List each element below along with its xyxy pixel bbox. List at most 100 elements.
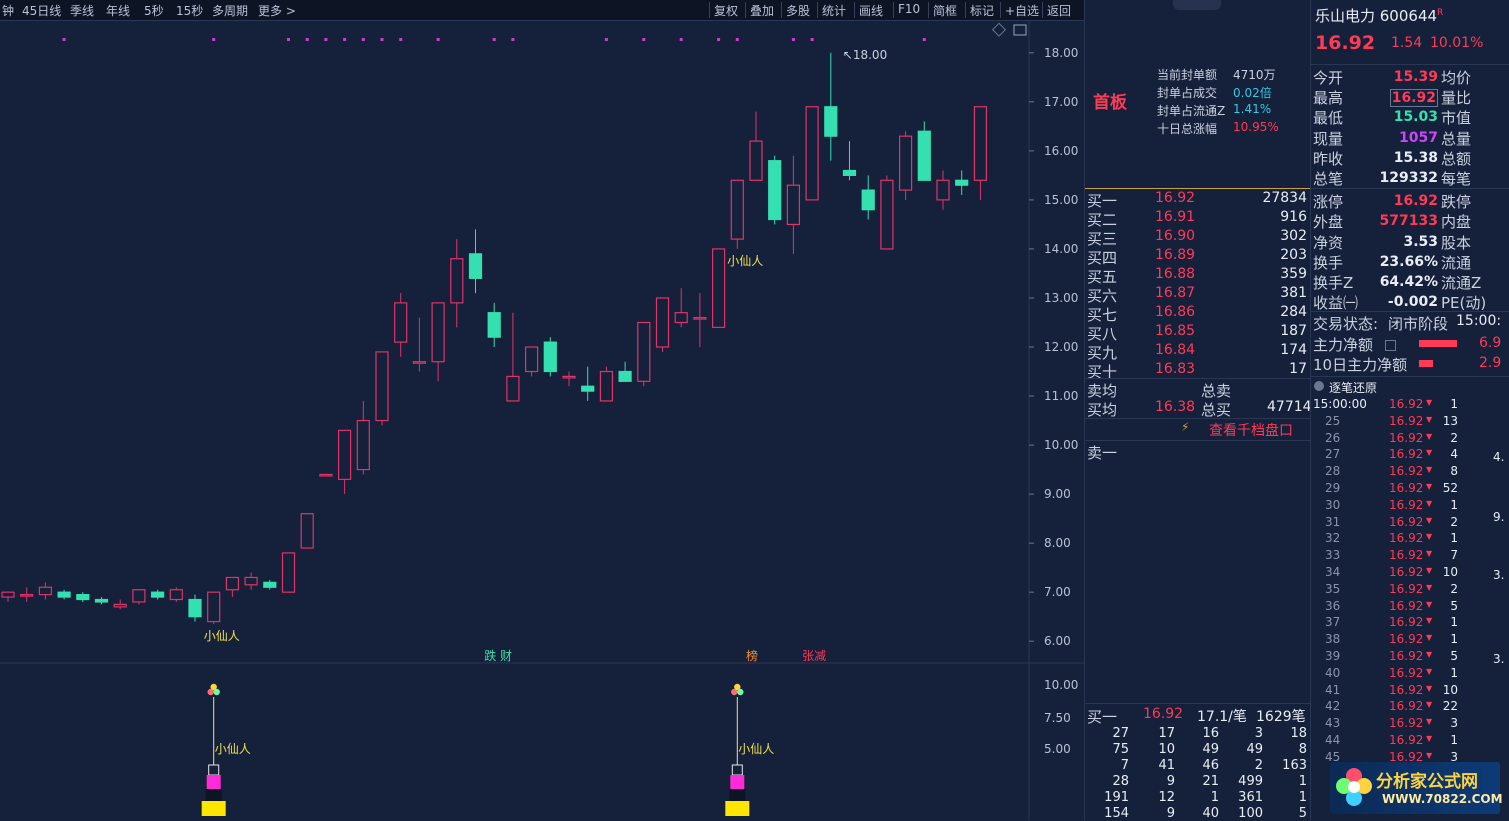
- candle-body[interactable]: [917, 130, 931, 181]
- collapse-tab[interactable]: ⌃: [1173, 0, 1221, 10]
- candle-body[interactable]: [936, 179, 950, 201]
- candle-body[interactable]: [263, 581, 277, 588]
- candle-body[interactable]: [94, 598, 109, 603]
- candle-body[interactable]: [880, 179, 894, 250]
- candle-body[interactable]: [57, 591, 71, 598]
- tick-volume: 2: [1450, 514, 1458, 529]
- queue-cell: 3: [1254, 726, 1263, 741]
- toolbar-button[interactable]: 返回: [1047, 4, 1072, 18]
- candle-body[interactable]: [768, 160, 782, 221]
- candle-body[interactable]: [468, 253, 483, 279]
- candle-body[interactable]: [300, 513, 314, 549]
- seal-info-label: 十日总涨幅: [1157, 122, 1218, 136]
- candle-body[interactable]: [207, 591, 221, 623]
- bid-price[interactable]: 16.86: [1155, 304, 1196, 320]
- candle-body[interactable]: [338, 429, 352, 480]
- window-icon[interactable]: [1013, 24, 1027, 36]
- candle-body[interactable]: [786, 184, 801, 226]
- candle-body[interactable]: [581, 385, 595, 392]
- tick-volume: 5: [1450, 649, 1458, 663]
- event-badge[interactable]: 榜: [746, 648, 758, 663]
- collapse-circle-icon[interactable]: [1314, 381, 1324, 391]
- candle-body[interactable]: [394, 302, 408, 343]
- candle-body[interactable]: [543, 341, 557, 373]
- candle-body[interactable]: [749, 140, 763, 181]
- kline-chart[interactable]: 18.00 17.00 16.00 15.00 14.00 13.00 12.00 11.00…: [0, 21, 1084, 820]
- candle-body[interactable]: [618, 370, 632, 382]
- candle-body[interactable]: [599, 370, 614, 402]
- candle-body[interactable]: [1, 591, 15, 598]
- candle-body[interactable]: [842, 169, 857, 176]
- bid-price[interactable]: 16.89: [1155, 247, 1196, 263]
- toolbar-button[interactable]: +自选: [1005, 4, 1040, 18]
- candle-body[interactable]: [861, 189, 875, 211]
- toolbar-button[interactable]: F10: [898, 2, 921, 16]
- kline-svg[interactable]: 18.00 17.00 16.00 15.00 14.00 13.00 12.00 11.00…: [0, 21, 1084, 820]
- candle-body[interactable]: [898, 135, 913, 191]
- checkbox-icon[interactable]: [1385, 340, 1396, 351]
- toolbar-item[interactable]: 季线: [70, 4, 95, 18]
- toolbar-item[interactable]: 5秒: [144, 4, 164, 18]
- candle-body[interactable]: [356, 419, 370, 471]
- bid-price[interactable]: 16.84: [1155, 342, 1196, 358]
- candle-body[interactable]: [450, 258, 464, 304]
- toolbar-button[interactable]: 标记: [970, 4, 995, 18]
- bid-price[interactable]: 16.83: [1155, 361, 1196, 377]
- bid-price[interactable]: 16.92: [1155, 190, 1196, 206]
- candle-body[interactable]: [973, 106, 988, 181]
- toolbar-button[interactable]: 统计: [822, 4, 847, 18]
- toolbar-item[interactable]: 年线: [106, 4, 131, 18]
- toolbar-button[interactable]: 画线: [859, 4, 884, 18]
- toolbar-item[interactable]: 更多 >: [258, 4, 296, 18]
- candle-body[interactable]: [169, 589, 183, 601]
- candle-body[interactable]: [506, 375, 520, 402]
- candle-body[interactable]: [281, 552, 296, 593]
- candle-body[interactable]: [955, 179, 969, 186]
- candle-body[interactable]: [113, 603, 127, 608]
- candle-body[interactable]: [637, 321, 651, 382]
- event-badge[interactable]: 跌 财: [484, 648, 512, 663]
- candle-body[interactable]: [151, 591, 165, 598]
- toolbar-item[interactable]: 多周期: [212, 4, 249, 18]
- bid-price[interactable]: 16.90: [1155, 228, 1196, 244]
- candle-body[interactable]: [76, 594, 90, 601]
- toolbar-item[interactable]: 15秒: [176, 4, 204, 18]
- candle-body[interactable]: [188, 598, 202, 618]
- candle-body[interactable]: [431, 302, 445, 363]
- tick-price: 16.92: [1389, 565, 1424, 579]
- toolbar-button[interactable]: 复权: [714, 4, 739, 18]
- bid-price[interactable]: 16.91: [1155, 209, 1196, 225]
- candle-body[interactable]: [655, 297, 670, 348]
- toolbar-button[interactable]: 叠加: [750, 4, 775, 18]
- tick-volume: 1: [1450, 497, 1458, 512]
- bid-price[interactable]: 16.88: [1155, 266, 1196, 282]
- toolbar-button[interactable]: 简框: [933, 4, 958, 18]
- candle-body[interactable]: [711, 248, 726, 328]
- toolbar-button[interactable]: 多股: [786, 4, 811, 18]
- candle-body[interactable]: [319, 473, 333, 477]
- candle-body[interactable]: [730, 179, 744, 240]
- candle-body[interactable]: [375, 351, 389, 422]
- tick-header[interactable]: 逐笔还原: [1329, 381, 1378, 395]
- candle-body[interactable]: [824, 106, 838, 137]
- toolbar-item[interactable]: 45日线: [22, 4, 62, 18]
- bid-price[interactable]: 16.85: [1155, 323, 1196, 339]
- depth-link[interactable]: 查看千档盘口: [1209, 423, 1293, 439]
- candle-body[interactable]: [38, 586, 53, 596]
- candle-body[interactable]: [132, 589, 146, 603]
- candle-body[interactable]: [674, 312, 688, 324]
- candle-body[interactable]: [805, 106, 819, 201]
- tick-time: 31: [1325, 514, 1341, 529]
- candle-body[interactable]: [562, 375, 576, 379]
- bid-price[interactable]: 16.87: [1155, 285, 1196, 301]
- candle-body[interactable]: [487, 312, 501, 338]
- candle-body[interactable]: [693, 316, 707, 320]
- candle-body[interactable]: [524, 346, 539, 373]
- candle-body[interactable]: [20, 594, 34, 597]
- event-badge[interactable]: 张减: [802, 649, 826, 663]
- candle-body[interactable]: [225, 576, 239, 591]
- diamond-icon[interactable]: [991, 22, 1007, 37]
- toolbar-item[interactable]: 钟: [2, 4, 15, 18]
- candle-body[interactable]: [412, 361, 426, 364]
- candle-body[interactable]: [244, 576, 258, 586]
